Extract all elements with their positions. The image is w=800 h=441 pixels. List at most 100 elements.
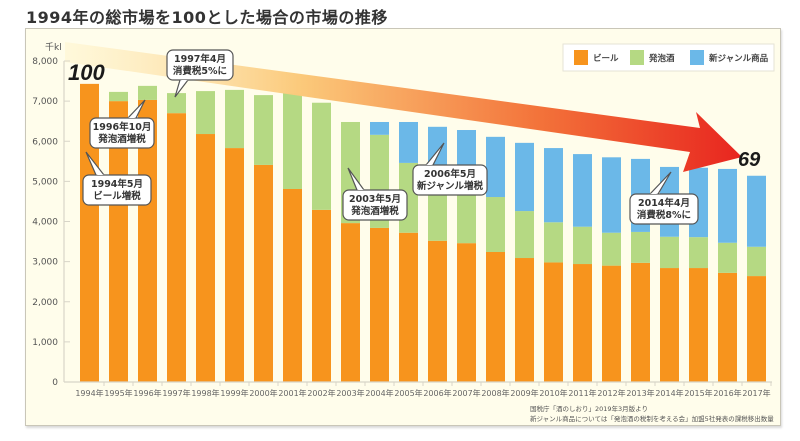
trend-arrow xyxy=(65,42,742,172)
bar-beer xyxy=(602,265,621,382)
callout-pointer-join xyxy=(357,188,364,190)
bar-beer xyxy=(254,164,273,382)
footnote-1: 国税庁「酒のしおり」2019年3月版より xyxy=(530,404,648,413)
bar-new_genre xyxy=(544,148,563,223)
bar-new_genre xyxy=(602,157,621,233)
bar-happoshu xyxy=(573,226,592,265)
x-tick-label: 1997年 xyxy=(162,388,190,398)
bar-beer xyxy=(341,223,360,382)
bar-happoshu xyxy=(428,183,447,241)
bar-happoshu xyxy=(515,211,534,259)
callout-pointer-join xyxy=(650,192,658,194)
bar-beer xyxy=(718,272,737,382)
x-tick-label: 1996年 xyxy=(133,388,161,398)
x-tick-label: 2013年 xyxy=(626,388,654,398)
bar-happoshu xyxy=(718,242,737,273)
bar-new_genre xyxy=(486,136,505,198)
x-tick-label: 2015年 xyxy=(684,388,712,398)
bar-happoshu xyxy=(109,91,128,102)
x-tick-label: 2002年 xyxy=(307,388,335,398)
callout-text-line: 1996年10月 xyxy=(93,121,152,133)
callout-box xyxy=(166,49,234,81)
bar-beer xyxy=(196,134,215,382)
x-tick-label: 2001年 xyxy=(278,388,306,398)
bar-happoshu xyxy=(689,237,708,269)
bar-happoshu xyxy=(602,232,621,266)
x-tick-label: 2011年 xyxy=(568,388,596,398)
bar-happoshu xyxy=(196,91,215,135)
callout-text-line: 消費税8%に xyxy=(637,209,691,221)
x-tick-label: 2006年 xyxy=(423,388,451,398)
callout-text-line: 2014年4月 xyxy=(638,197,690,209)
callout-pointer-join xyxy=(96,173,104,175)
legend-swatch-new_genre xyxy=(690,50,704,65)
x-tick-label: 2017年 xyxy=(742,388,770,398)
x-tick-label: 2007年 xyxy=(452,388,480,398)
callout-text-line: 2006年5月 xyxy=(424,168,476,180)
callout-text-line: 発泡酒増税 xyxy=(97,133,146,145)
bar-happoshu xyxy=(167,93,186,114)
y-tick-label: 2,000 xyxy=(32,298,58,308)
callout-pointer-join xyxy=(180,80,188,82)
bar-happoshu xyxy=(225,89,244,149)
y-tick-label: 3,000 xyxy=(32,258,58,268)
callout-text-line: 新ジャンル増税 xyxy=(417,180,484,192)
callout-box xyxy=(412,164,488,196)
x-tick-label: 2008年 xyxy=(481,388,509,398)
x-tick-label: 2012年 xyxy=(597,388,625,398)
index-start-label: 100 xyxy=(68,60,105,85)
bar-happoshu xyxy=(631,231,650,263)
bar-beer xyxy=(80,83,99,382)
bar-happoshu xyxy=(283,93,302,189)
bar-beer xyxy=(428,240,447,382)
callout-pointer-join xyxy=(128,116,136,118)
bar-beer xyxy=(312,209,331,382)
bar-beer xyxy=(631,262,650,382)
y-tick-label: 4,000 xyxy=(32,218,58,228)
x-tick-label: 1995年 xyxy=(104,388,132,398)
footnote-2: 新ジャンル商品については「発泡酒の税制を考える会」加盟5社発表の課税移出数量 xyxy=(530,414,774,423)
bar-happoshu xyxy=(486,197,505,252)
y-tick-label: 0 xyxy=(52,378,58,388)
callout-box xyxy=(342,189,408,221)
x-tick-label: 2009年 xyxy=(510,388,538,398)
callout-box xyxy=(89,117,155,149)
x-tick-label: 1998年 xyxy=(191,388,219,398)
x-tick-label: 1994年 xyxy=(75,388,103,398)
legend-box xyxy=(562,43,775,72)
bar-beer xyxy=(486,251,505,382)
bar-new_genre xyxy=(573,154,592,227)
legend-label-happoshu: 発泡酒 xyxy=(648,53,675,64)
legend-label-beer: ビール xyxy=(593,53,619,64)
x-tick-label: 2000年 xyxy=(249,388,277,398)
callout-box xyxy=(82,174,152,206)
bar-beer xyxy=(747,276,766,382)
x-tick-label: 2010年 xyxy=(539,388,567,398)
callout-text-line: 消費税5%に xyxy=(173,65,227,77)
bar-beer xyxy=(457,243,476,382)
bar-beer xyxy=(225,148,244,382)
x-tick-label: 2003年 xyxy=(336,388,364,398)
y-tick-label: 8,000 xyxy=(32,57,58,67)
y-axis-unit-label: 千kl xyxy=(45,42,62,53)
bar-new_genre xyxy=(515,142,534,212)
bar-happoshu xyxy=(312,102,331,210)
y-tick-label: 5,000 xyxy=(32,177,58,187)
bar-beer xyxy=(138,99,157,382)
callout-text-line: ビール増税 xyxy=(93,190,141,202)
x-tick-label: 2004年 xyxy=(365,388,393,398)
bar-new_genre xyxy=(399,121,418,163)
bar-beer xyxy=(283,188,302,382)
index-end-label: 69 xyxy=(738,149,761,171)
callout-pointer-join xyxy=(426,163,433,165)
bar-happoshu xyxy=(544,222,563,263)
chart-title: 1994年の総市場を100とした場合の市場の推移 xyxy=(26,8,388,27)
bar-beer xyxy=(573,264,592,382)
y-tick-label: 1,000 xyxy=(32,338,58,348)
x-tick-label: 2005年 xyxy=(394,388,422,398)
